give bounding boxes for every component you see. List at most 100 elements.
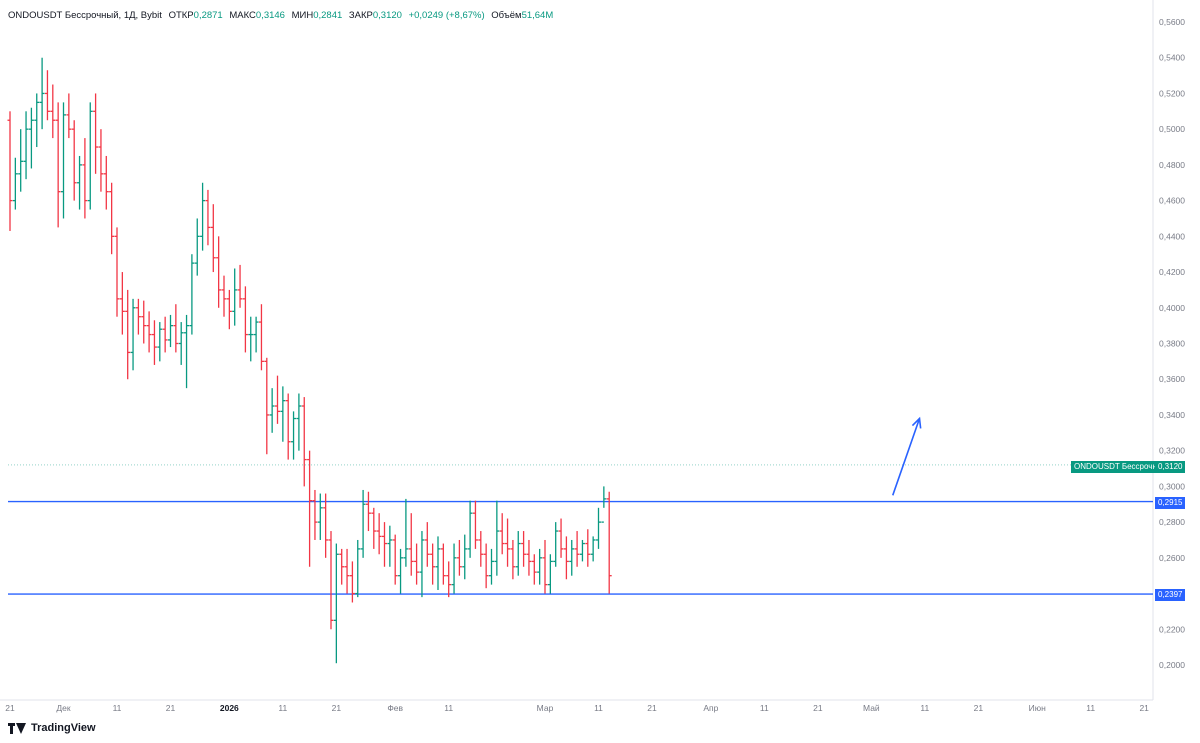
ohlc-bar [537,548,543,585]
ohlc-bar [173,304,179,353]
ohlc-bar [39,57,45,130]
ohlc-bar [419,531,425,598]
ohlc-bar [125,289,131,380]
ohlc-bar [119,272,125,335]
ohlc-bar [376,513,382,555]
price-tick-label: 0,4800 [1159,160,1185,170]
time-tick-label: Июн [1029,703,1046,713]
ohlc-bar [7,111,13,231]
ohlc-bar [355,539,361,598]
ohlc-bar [344,548,350,594]
ohlc-bar [189,254,195,335]
ohlc-bar [339,548,345,585]
ohlc-bar [184,314,190,389]
ohlc-bar [462,534,468,580]
symbol-header: ONDOUSDT Бессрочный, 1Д, Bybit ОТКР0,287… [8,10,553,21]
ohlc-bar [258,304,264,371]
ohlc-bar [82,138,88,219]
price-tick-label: 0,5600 [1159,17,1185,27]
ohlc-bar [12,157,18,210]
ohlc-bar [590,536,596,562]
high-value: 0,3146 [255,10,285,21]
ohlc-bar [61,102,66,219]
horizontal-levels[interactable] [8,464,1153,595]
low-value: 0,2841 [313,10,343,21]
ohlc-bar [558,518,564,558]
ohlc-bars [7,57,612,664]
ohlc-bar [323,493,329,558]
open-value: 0,2871 [193,10,223,21]
time-axis[interactable]: 21 Дек 11 21 2026 11 21 Фев 11 Мар 11 21 Апр 11 21 Май 1… [5,703,1149,713]
price-tick-label: 0,5000 [1159,124,1185,134]
lower-level-tag: 0,2397 [1155,589,1186,601]
time-tick-label: 2026 [220,703,239,713]
ohlc-bar [285,393,291,460]
trend-arrow[interactable] [891,416,922,496]
last-price-tag: 0,3120 [1155,461,1186,473]
volume-label: Объём [491,10,522,21]
ohlc-bar [77,155,83,210]
close-value: 0,3120 [372,10,402,21]
time-tick-label: Дек [56,703,70,713]
ohlc-bar [264,357,270,455]
ohlc-bar [178,322,184,365]
ohlc-bar [547,554,553,594]
time-tick-label: 11 [278,703,287,713]
ohlc-bar [317,493,323,540]
time-tick-label: 21 [5,703,15,713]
tradingview-logo-icon [8,722,26,734]
ohlc-bar [606,491,612,594]
time-tick-label: Апр [703,703,718,713]
time-tick-label: 21 [332,703,342,713]
ohlc-bar [44,70,50,121]
ohlc-bar [392,534,398,585]
ohlc-bar [333,543,339,664]
ohlc-bar [430,543,436,585]
ohlc-bar [435,536,441,590]
tradingview-brand[interactable]: TradingView [8,722,96,734]
high-label: МАКС [229,10,256,21]
ohlc-bar [467,500,473,558]
ohlc-bar [114,227,120,317]
ohlc-bar [585,529,591,567]
brand-name: TradingView [31,722,96,734]
ohlc-bar [414,543,420,585]
price-axis[interactable]: 0,5600 0,5400 0,5200 0,5000 0,4800 0,4600 0,44… [0,0,1185,701]
time-tick-label: 11 [1086,703,1095,713]
ohlc-bar [579,539,585,562]
time-tick-label: 21 [166,703,176,713]
ohlc-bar [248,316,254,362]
ohlc-bar [403,498,409,567]
ohlc-bar [87,102,93,210]
ohlc-bar [55,102,61,228]
price-tick-label: 0,2600 [1159,553,1185,563]
price-tick-label: 0,4400 [1159,231,1185,241]
price-tick-label: 0,3600 [1159,374,1185,384]
ohlc-bar [98,129,104,192]
change-value: +0,0249 (+8,67%) [408,10,485,21]
ohlc-bar [66,93,72,139]
price-tick-label: 0,2000 [1159,660,1185,670]
ohlc-bar [483,543,489,589]
ohlc-bar [601,486,607,523]
time-tick-label: 21 [813,703,823,713]
ohlc-bar [424,522,430,567]
price-tick-label: 0,4000 [1159,303,1185,313]
time-tick-label: 11 [113,703,122,713]
ohlc-bar [200,182,206,251]
price-tick-label: 0,3400 [1159,410,1185,420]
volume-value: 51,64M [521,10,554,21]
ohlc-bar [328,531,334,630]
ohlc-bar [280,386,286,442]
ohlc-bar [505,518,511,567]
ohlc-bar [275,375,280,424]
ohlc-bar [109,182,115,255]
price-tick-label: 0,3000 [1159,481,1185,491]
ohlc-bar [221,275,227,317]
price-tick-label: 0,5200 [1159,88,1185,98]
ohlc-bar [365,491,371,532]
ohlc-bar [18,129,24,192]
ohlc-bar [50,84,56,139]
ohlc-bar [28,107,34,169]
